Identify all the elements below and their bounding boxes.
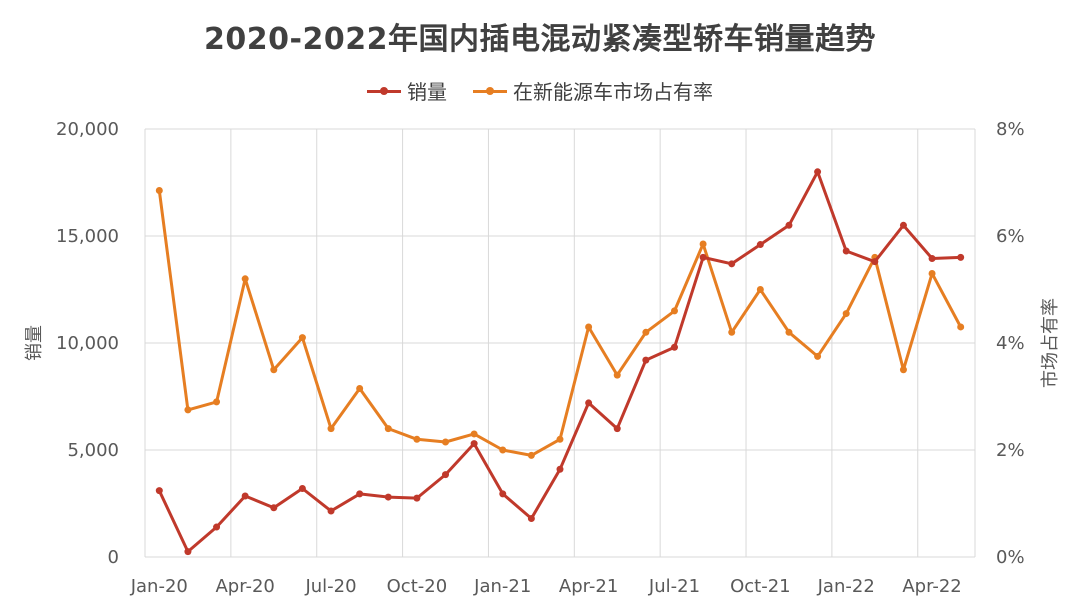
sales-point: [270, 504, 278, 512]
sales-point: [384, 493, 392, 501]
share-point: [298, 334, 306, 342]
sales-point: [527, 514, 535, 522]
share-point: [327, 425, 335, 433]
sales-point: [928, 254, 936, 262]
sales-point: [585, 399, 593, 407]
sales-point: [413, 494, 421, 502]
share-point: [413, 435, 421, 443]
sales-point: [699, 253, 707, 261]
y-tick-label: 20,000: [56, 119, 119, 140]
share-point: [842, 310, 850, 318]
sales-point: [499, 490, 507, 498]
y-tick-label: 15,000: [56, 226, 119, 247]
sales-point: [756, 241, 764, 249]
sales-point: [728, 260, 736, 268]
share-point: [756, 286, 764, 293]
legend-label-sales: 销量: [407, 80, 447, 104]
share-point: [699, 240, 707, 248]
y2-tick-label: 6%: [996, 226, 1025, 247]
y2-tick-label: 4%: [996, 333, 1025, 354]
sales-point: [785, 221, 793, 229]
share-point: [442, 438, 450, 446]
share-point: [527, 451, 535, 459]
sales-point: [613, 425, 621, 433]
sales-point: [356, 490, 364, 498]
y-axis-title: 销量: [24, 325, 45, 361]
share-point: [928, 269, 936, 277]
y2-tick-label: 2%: [996, 440, 1025, 461]
sales-point: [327, 507, 335, 515]
sales-point: [642, 356, 650, 364]
y-tick-label: 0: [108, 547, 119, 568]
share-point: [384, 425, 392, 433]
sales-point: [470, 440, 478, 448]
share-point: [613, 371, 621, 379]
share-point: [499, 446, 507, 454]
legend-swatch-sales: [367, 84, 401, 98]
y-tick-label: 10,000: [56, 333, 119, 354]
share-point: [957, 323, 965, 331]
share-point: [556, 435, 564, 443]
y-tick-label: 5,000: [67, 440, 119, 461]
share-point: [899, 366, 907, 374]
sales-point: [556, 465, 564, 473]
share-point: [470, 430, 478, 438]
sales-point: [184, 548, 192, 556]
sales-point: [155, 487, 163, 495]
share-point: [728, 328, 736, 336]
x-tick-label: Oct-20: [387, 576, 448, 597]
x-tick-label: Jul-20: [304, 576, 356, 597]
share-point: [670, 307, 678, 315]
y2-axis-title: 市场占有率: [1040, 298, 1061, 388]
share-point: [184, 406, 192, 414]
share-point: [213, 398, 221, 406]
sales-point: [842, 247, 850, 255]
share-point: [814, 352, 822, 360]
share-point: [785, 328, 793, 336]
share-point: [356, 384, 364, 392]
x-tick-label: Oct-21: [730, 576, 791, 597]
x-tick-label: Jan-20: [130, 576, 188, 597]
sales-point: [442, 471, 450, 479]
legend-label-share: 在新能源车市场占有率: [513, 80, 713, 104]
x-tick-label: Jan-22: [817, 576, 875, 597]
x-tick-label: Apr-22: [902, 576, 961, 597]
sales-point: [814, 168, 822, 176]
sales-point: [241, 492, 249, 500]
share-point: [585, 323, 593, 331]
share-point: [642, 328, 650, 336]
sales-point: [670, 343, 678, 351]
share-point: [155, 187, 163, 195]
x-tick-label: Apr-21: [559, 576, 618, 597]
share-point: [270, 366, 278, 374]
x-tick-label: Jan-21: [473, 576, 531, 597]
share-line: [157, 189, 963, 457]
y2-tick-label: 0%: [996, 547, 1025, 568]
sales-point: [298, 485, 306, 493]
legend-item-sales: 销量: [367, 76, 447, 105]
sales-point: [899, 221, 907, 229]
x-tick-label: Jul-21: [648, 576, 700, 597]
chart-legend: 销量 在新能源车市场占有率: [0, 76, 1080, 105]
legend-swatch-share: [473, 84, 507, 98]
share-point: [241, 275, 249, 283]
sales-point: [957, 253, 965, 261]
chart-title: 2020-2022年国内插电混动紧凑型轿车销量趋势: [204, 22, 876, 57]
sales-point: [213, 523, 221, 531]
y2-tick-label: 8%: [996, 119, 1025, 140]
legend-item-share: 在新能源车市场占有率: [473, 76, 713, 105]
x-tick-label: Apr-20: [215, 576, 274, 597]
sales-point: [871, 258, 879, 266]
